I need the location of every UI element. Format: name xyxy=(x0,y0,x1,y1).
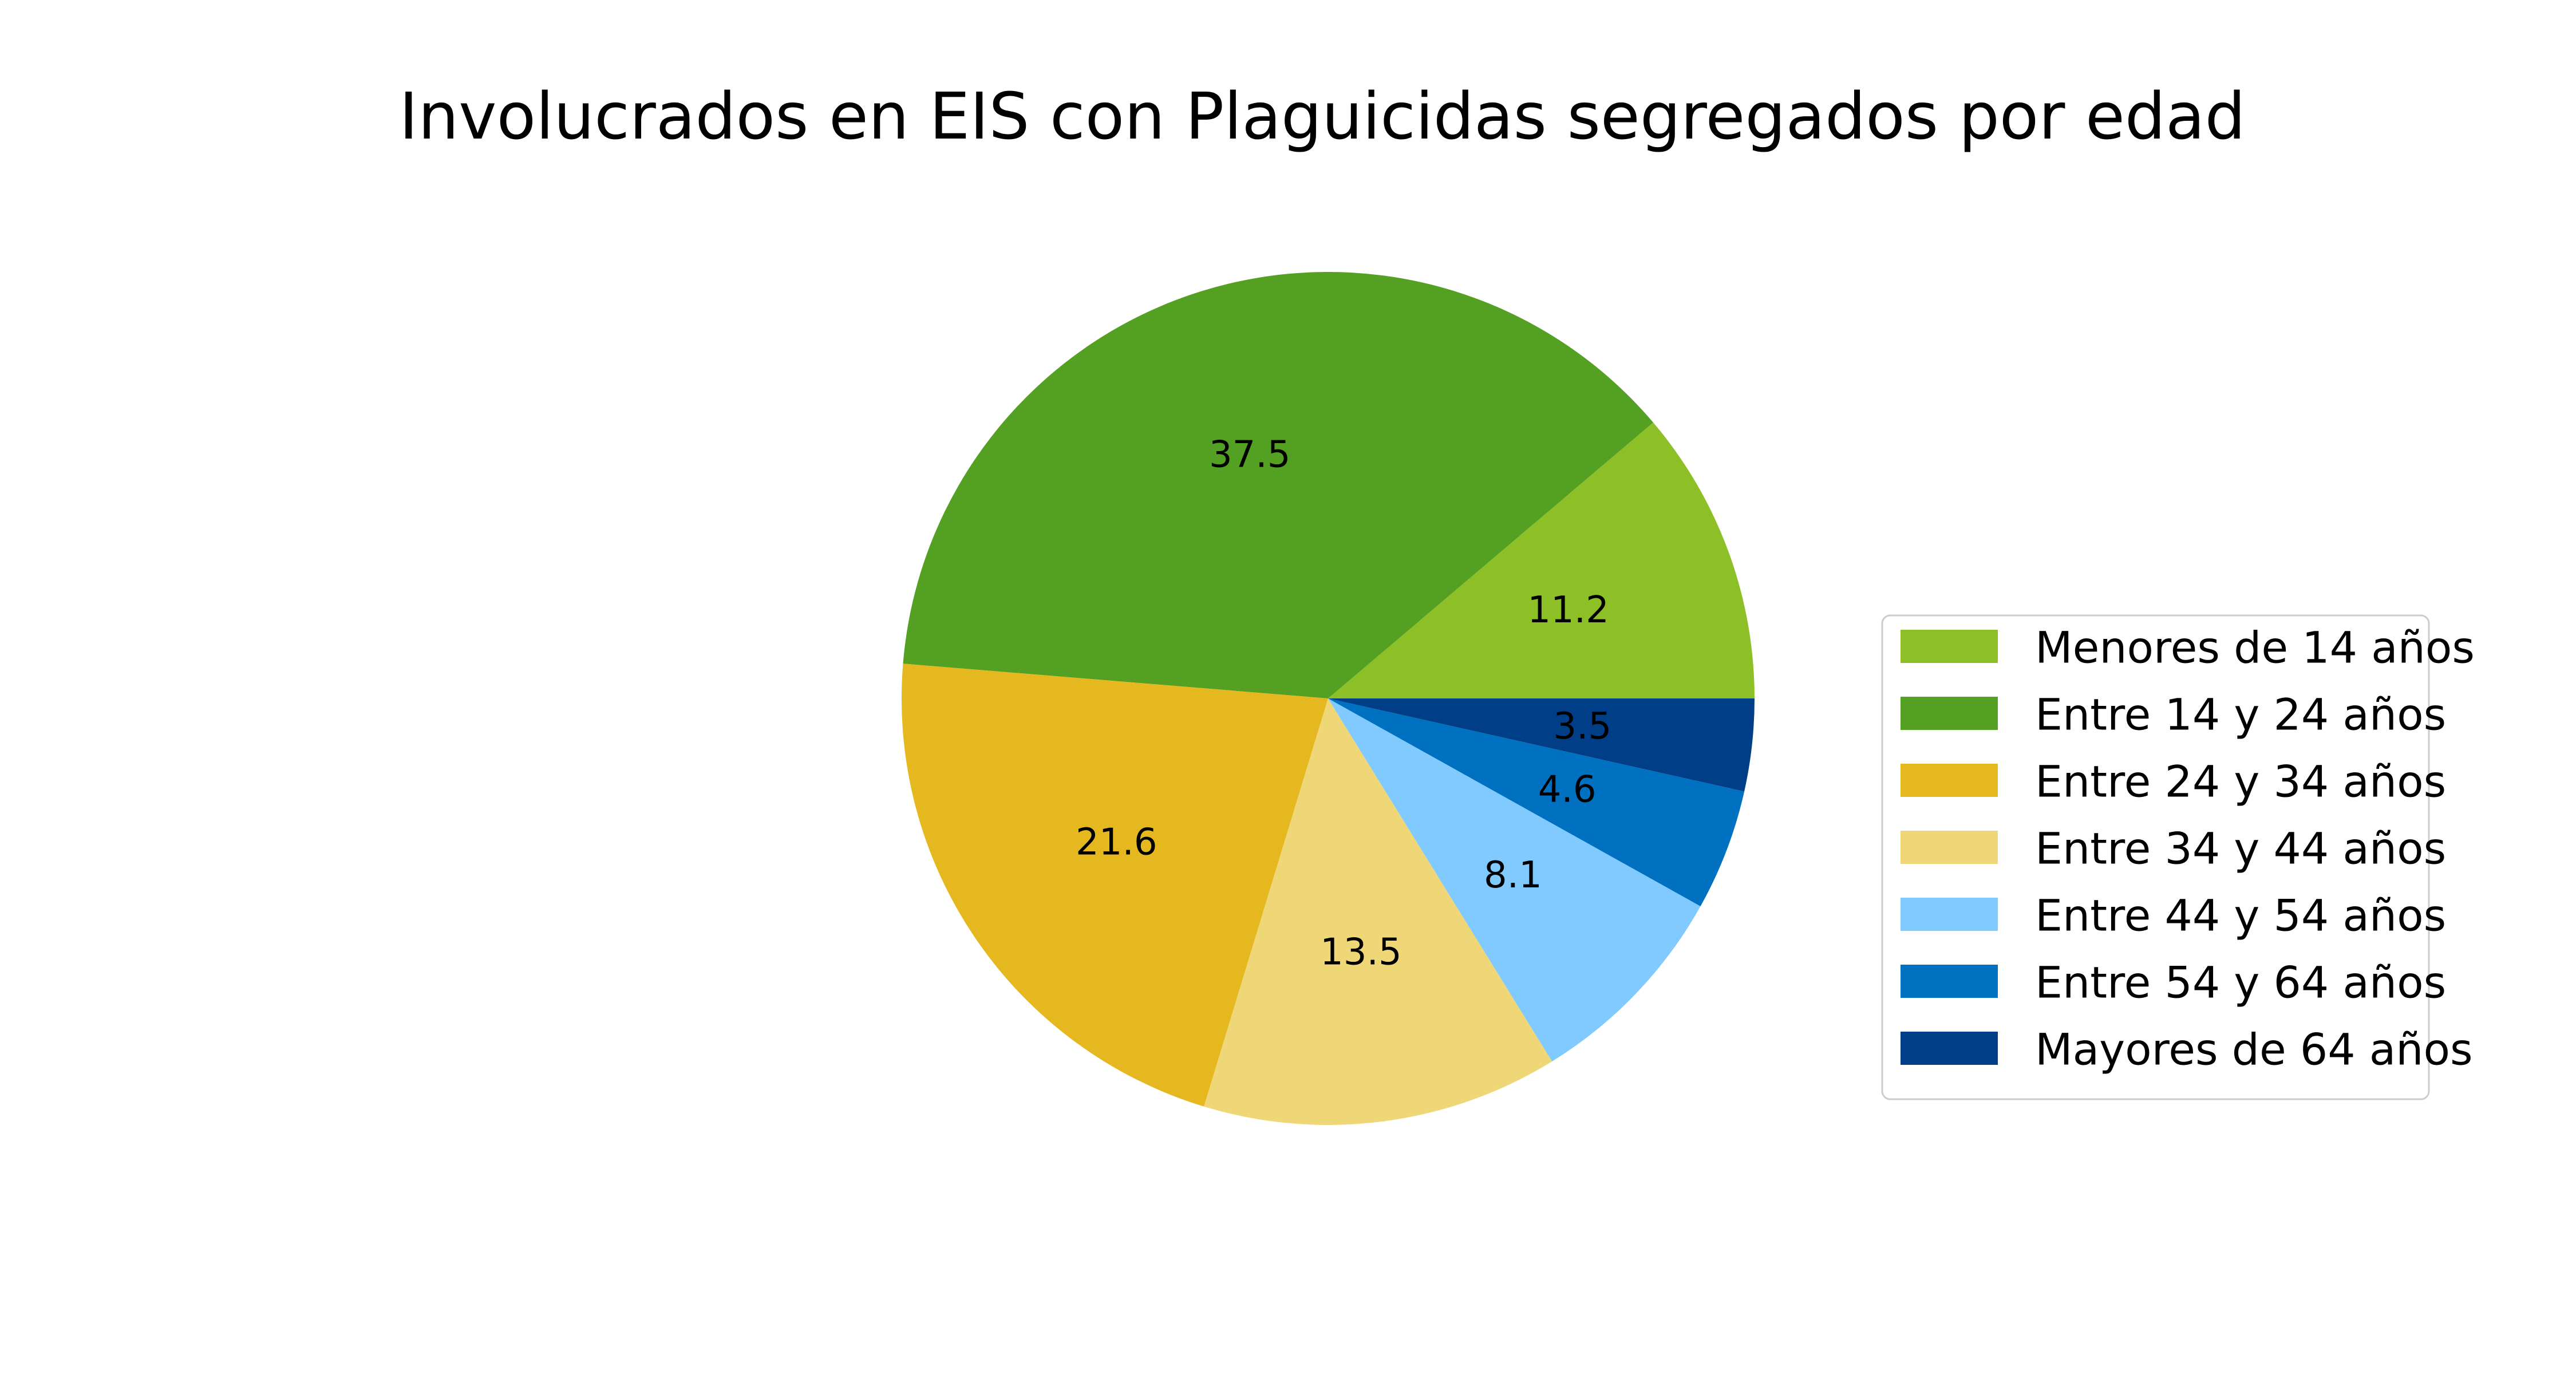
legend-label: Menores de 14 años xyxy=(2035,622,2475,673)
slice-value-label: 37.5 xyxy=(1209,433,1291,476)
pie-slice xyxy=(902,664,1328,1107)
legend: Menores de 14 años Entre 14 y 24 años Entr… xyxy=(1881,614,2475,1100)
legend-swatch xyxy=(1901,831,1998,864)
slice-value-label: 13.5 xyxy=(1320,931,1402,973)
legend-label: Entre 14 y 24 años xyxy=(2035,689,2446,740)
pie-slices xyxy=(902,271,1755,1126)
pie-slice xyxy=(1328,698,1755,792)
slice-value-label: 3.5 xyxy=(1553,705,1611,748)
pie-slice xyxy=(1328,698,1745,907)
pie-slice xyxy=(1204,698,1552,1126)
slice-value-labels: 11.2 37.5 21.6 13.5 8.1 4.6 3.5 xyxy=(1076,433,1611,973)
pie-slice xyxy=(1328,422,1755,698)
pie-slice xyxy=(1328,698,1701,1061)
legend-label: Entre 24 y 34 años xyxy=(2035,756,2446,807)
legend-swatch xyxy=(1901,630,1998,663)
legend-swatch xyxy=(1901,965,1998,998)
legend-swatch xyxy=(1901,898,1998,931)
legend-label: Entre 34 y 44 años xyxy=(2035,823,2446,874)
slice-value-label: 4.6 xyxy=(1538,768,1597,811)
legend-frame xyxy=(1881,614,2430,1100)
legend-swatch xyxy=(1901,764,1998,797)
chart-title: Involucrados en EIS con Plaguicidas segr… xyxy=(399,80,2245,154)
pie-slice xyxy=(903,271,1654,698)
legend-swatch xyxy=(1901,697,1998,730)
legend-label: Mayores de 64 años xyxy=(2035,1024,2473,1075)
legend-swatch xyxy=(1901,1032,1998,1065)
legend-label: Entre 44 y 54 años xyxy=(2035,890,2446,941)
slice-value-label: 21.6 xyxy=(1076,821,1157,863)
slice-value-label: 11.2 xyxy=(1527,589,1609,631)
legend-label: Entre 54 y 64 años xyxy=(2035,957,2446,1008)
slice-value-label: 8.1 xyxy=(1484,854,1542,897)
